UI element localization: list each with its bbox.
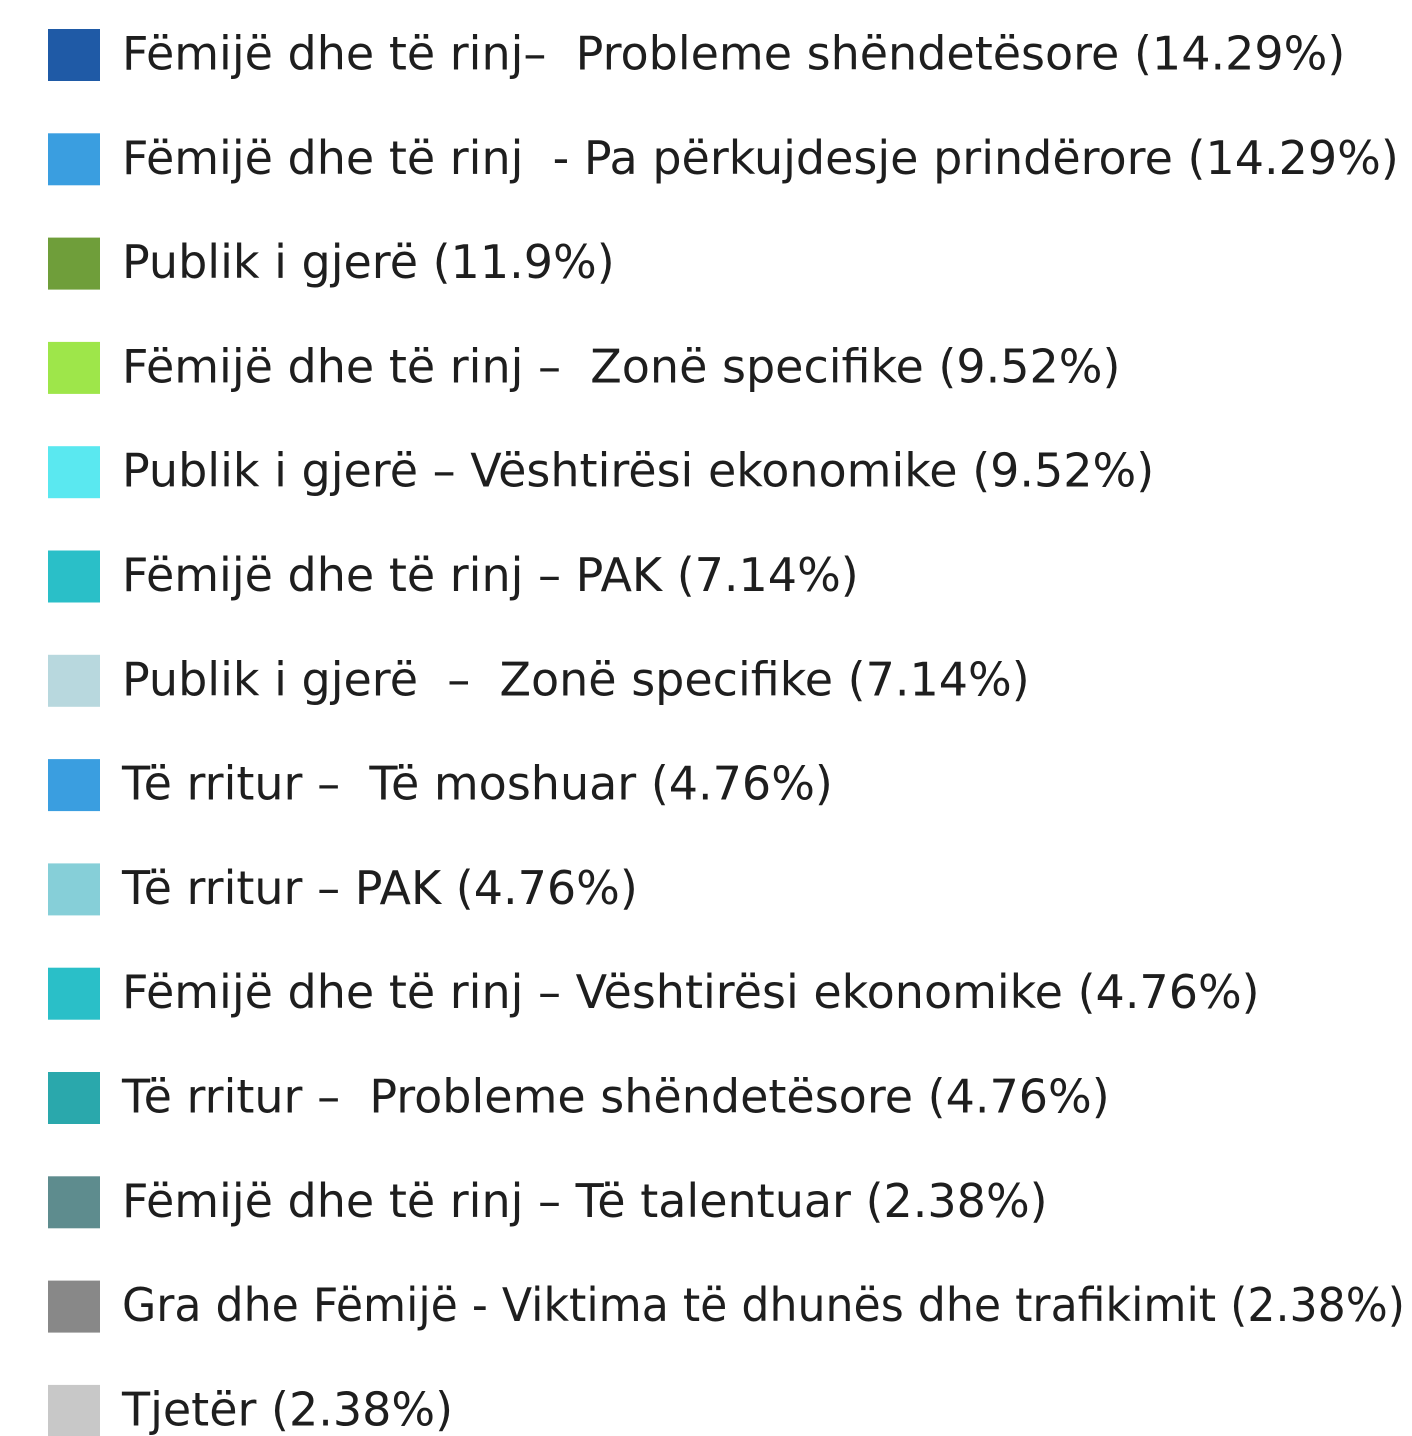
legend-label: Fëmijë dhe të rinj – PAK (7.14%) — [122, 548, 859, 602]
legend-swatch — [48, 1072, 100, 1124]
legend-label: Tjetër (2.38%) — [121, 1382, 453, 1436]
legend-label: Gra dhe Fëmijë - Viktima të dhunës dhe t… — [122, 1278, 1405, 1332]
legend-label: Të rritur – PAK (4.76%) — [121, 861, 638, 915]
legend-label: Fëmijë dhe të rinj – Zonë specifike (9.5… — [122, 339, 1120, 393]
legend-swatch — [48, 759, 100, 812]
legend-swatch — [48, 237, 100, 290]
legend-swatch — [48, 654, 100, 707]
legend-label: Fëmijë dhe të rinj – Të talentuar (2.38%… — [122, 1174, 1048, 1228]
legend-swatch — [48, 863, 100, 916]
legend-swatch — [48, 341, 100, 394]
legend-swatch — [48, 29, 100, 81]
legend-swatch — [48, 550, 100, 603]
legend-label: Fëmijë dhe të rinj– Probleme shëndetësor… — [122, 27, 1345, 81]
legend-swatch — [48, 1384, 100, 1436]
legend-swatch — [48, 133, 100, 186]
legend-label: Publik i gjerë (11.9%) — [122, 235, 615, 289]
legend-label: Publik i gjerë – Vështirësi ekonomike (9… — [122, 444, 1154, 498]
legend-label: Të rritur – Probleme shëndetësore (4.76%… — [121, 1070, 1110, 1124]
legend-label: Fëmijë dhe të rinj – Vështirësi ekonomik… — [122, 965, 1260, 1019]
legend-swatch — [48, 967, 100, 1020]
legend-swatch — [48, 1280, 100, 1333]
legend-label: Fëmijë dhe të rinj - Pa përkujdesje prin… — [122, 131, 1399, 185]
legend-label: Publik i gjerë – Zonë specifike (7.14%) — [122, 652, 1030, 706]
legend-swatch — [48, 1176, 100, 1229]
legend-label: Të rritur – Të moshuar (4.76%) — [121, 757, 833, 811]
legend-swatch — [48, 446, 100, 499]
